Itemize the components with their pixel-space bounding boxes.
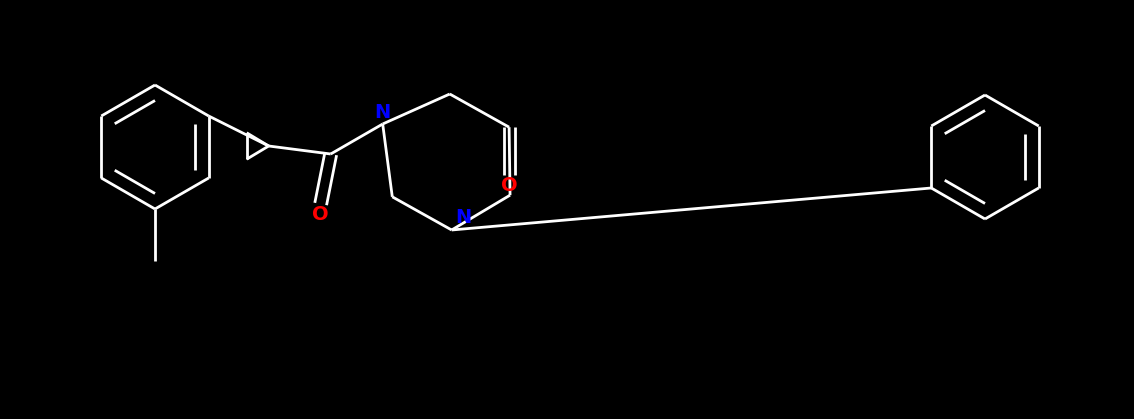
- Text: O: O: [312, 204, 329, 223]
- Text: N: N: [456, 209, 472, 228]
- Text: O: O: [501, 176, 517, 195]
- Text: N: N: [374, 103, 391, 122]
